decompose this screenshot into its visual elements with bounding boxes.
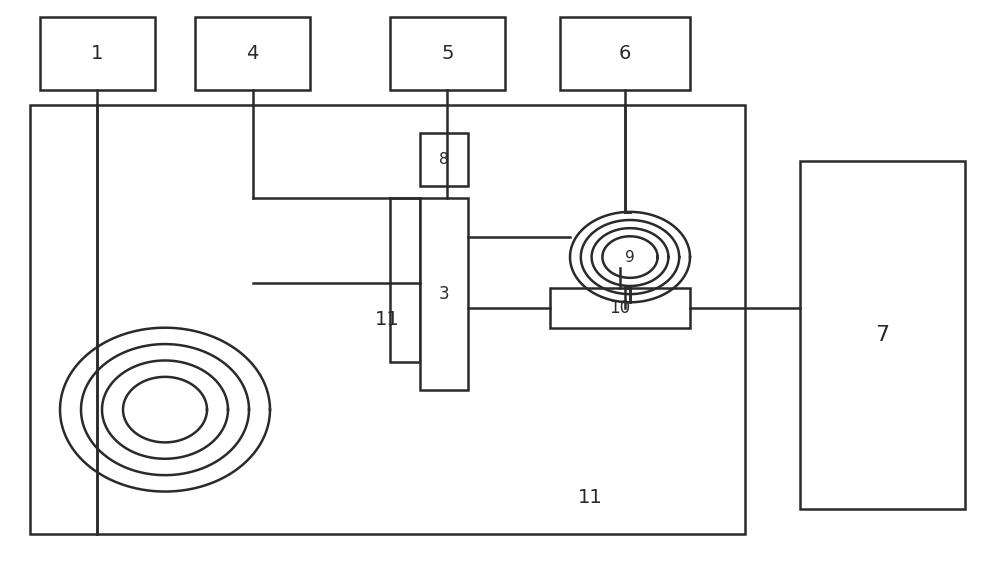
Bar	[550, 288, 690, 328]
Bar	[40, 17, 155, 90]
Bar	[420, 133, 468, 186]
Text: 7: 7	[875, 325, 890, 345]
Bar	[800, 161, 965, 508]
Bar	[390, 198, 420, 362]
Text: 10: 10	[609, 299, 631, 317]
Bar	[390, 17, 505, 90]
Text: 5: 5	[441, 44, 454, 63]
Text: 11: 11	[578, 488, 602, 507]
Text: 9: 9	[625, 250, 635, 264]
Text: 4: 4	[246, 44, 259, 63]
Text: 6: 6	[619, 44, 631, 63]
Text: 8: 8	[439, 152, 449, 167]
Text: 11: 11	[375, 310, 400, 329]
Bar	[560, 17, 690, 90]
Bar	[195, 17, 310, 90]
Text: 1: 1	[91, 44, 104, 63]
Bar	[420, 198, 468, 390]
Bar	[30, 105, 745, 534]
Text: 3: 3	[439, 285, 449, 303]
